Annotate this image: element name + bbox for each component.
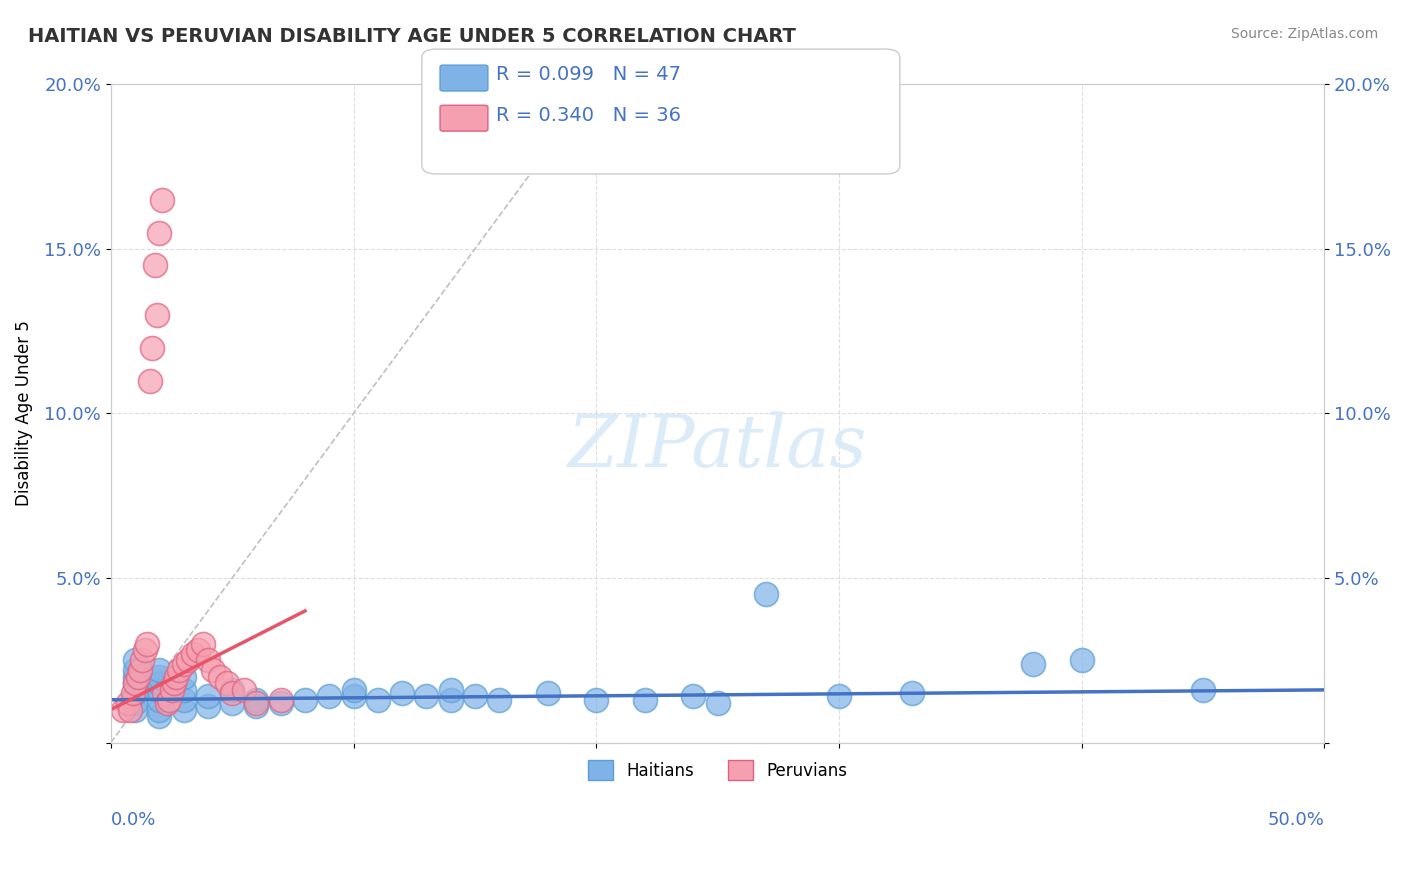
Haitians bbox=[148, 703, 170, 717]
Haitians bbox=[173, 682, 195, 697]
Peruvians bbox=[163, 676, 186, 690]
Text: ZIPatlas: ZIPatlas bbox=[568, 411, 868, 482]
Haitians bbox=[755, 587, 778, 601]
Peruvians bbox=[124, 676, 146, 690]
Haitians bbox=[148, 692, 170, 706]
Peruvians bbox=[138, 374, 160, 388]
Haitians bbox=[173, 670, 195, 684]
Peruvians bbox=[127, 670, 149, 684]
Peruvians bbox=[131, 653, 153, 667]
Haitians bbox=[537, 686, 560, 700]
Text: 0.0%: 0.0% bbox=[111, 811, 156, 829]
Haitians bbox=[173, 692, 195, 706]
Peruvians bbox=[209, 670, 232, 684]
Peruvians bbox=[143, 259, 166, 273]
Haitians bbox=[1022, 657, 1045, 671]
Haitians bbox=[464, 690, 486, 704]
Haitians bbox=[148, 676, 170, 690]
Y-axis label: Disability Age Under 5: Disability Age Under 5 bbox=[15, 320, 32, 507]
Peruvians bbox=[233, 682, 256, 697]
Haitians bbox=[124, 653, 146, 667]
Peruvians bbox=[117, 696, 139, 710]
Haitians bbox=[342, 682, 364, 697]
Peruvians bbox=[191, 637, 214, 651]
Haitians bbox=[682, 690, 704, 704]
Peruvians bbox=[134, 643, 156, 657]
Haitians bbox=[245, 699, 267, 714]
Haitians bbox=[124, 663, 146, 677]
Peruvians bbox=[173, 657, 195, 671]
Haitians bbox=[1070, 653, 1092, 667]
Peruvians bbox=[148, 226, 170, 240]
Haitians bbox=[706, 696, 728, 710]
Peruvians bbox=[221, 686, 243, 700]
Peruvians bbox=[183, 647, 205, 661]
Haitians bbox=[634, 692, 657, 706]
Haitians bbox=[197, 690, 219, 704]
Peruvians bbox=[157, 692, 180, 706]
Haitians bbox=[124, 703, 146, 717]
Text: HAITIAN VS PERUVIAN DISABILITY AGE UNDER 5 CORRELATION CHART: HAITIAN VS PERUVIAN DISABILITY AGE UNDER… bbox=[28, 27, 796, 45]
Haitians bbox=[124, 670, 146, 684]
Haitians bbox=[342, 690, 364, 704]
Peruvians bbox=[245, 696, 267, 710]
Text: R = 0.340   N = 36: R = 0.340 N = 36 bbox=[496, 106, 682, 126]
Haitians bbox=[585, 692, 607, 706]
Haitians bbox=[124, 696, 146, 710]
Haitians bbox=[391, 686, 413, 700]
Peruvians bbox=[150, 193, 173, 207]
Peruvians bbox=[129, 663, 152, 677]
Haitians bbox=[828, 690, 851, 704]
Peruvians bbox=[165, 670, 187, 684]
Peruvians bbox=[136, 637, 159, 651]
Haitians bbox=[270, 696, 292, 710]
Peruvians bbox=[120, 703, 142, 717]
Peruvians bbox=[201, 663, 224, 677]
Haitians bbox=[439, 692, 461, 706]
Haitians bbox=[1192, 682, 1215, 697]
Text: Source: ZipAtlas.com: Source: ZipAtlas.com bbox=[1230, 27, 1378, 41]
Legend: Haitians, Peruvians: Haitians, Peruvians bbox=[582, 753, 853, 787]
Haitians bbox=[148, 670, 170, 684]
Haitians bbox=[173, 703, 195, 717]
Peruvians bbox=[153, 686, 176, 700]
Haitians bbox=[488, 692, 510, 706]
Peruvians bbox=[177, 653, 200, 667]
Haitians bbox=[900, 686, 922, 700]
Haitians bbox=[124, 676, 146, 690]
Peruvians bbox=[121, 686, 143, 700]
Haitians bbox=[318, 690, 340, 704]
Peruvians bbox=[146, 308, 169, 322]
Haitians bbox=[367, 692, 389, 706]
Peruvians bbox=[167, 663, 190, 677]
Haitians bbox=[221, 696, 243, 710]
Haitians bbox=[148, 709, 170, 723]
Peruvians bbox=[217, 676, 239, 690]
Peruvians bbox=[141, 341, 163, 355]
Text: R = 0.099   N = 47: R = 0.099 N = 47 bbox=[496, 64, 682, 84]
Peruvians bbox=[160, 682, 183, 697]
Peruvians bbox=[156, 696, 179, 710]
Haitians bbox=[439, 682, 461, 697]
Text: 50.0%: 50.0% bbox=[1267, 811, 1324, 829]
Peruvians bbox=[197, 653, 219, 667]
Haitians bbox=[124, 686, 146, 700]
Haitians bbox=[221, 682, 243, 697]
Peruvians bbox=[270, 692, 292, 706]
Haitians bbox=[148, 682, 170, 697]
Haitians bbox=[415, 690, 437, 704]
Peruvians bbox=[187, 643, 209, 657]
Peruvians bbox=[111, 703, 134, 717]
Haitians bbox=[294, 692, 316, 706]
Haitians bbox=[148, 663, 170, 677]
Haitians bbox=[197, 699, 219, 714]
Haitians bbox=[245, 692, 267, 706]
